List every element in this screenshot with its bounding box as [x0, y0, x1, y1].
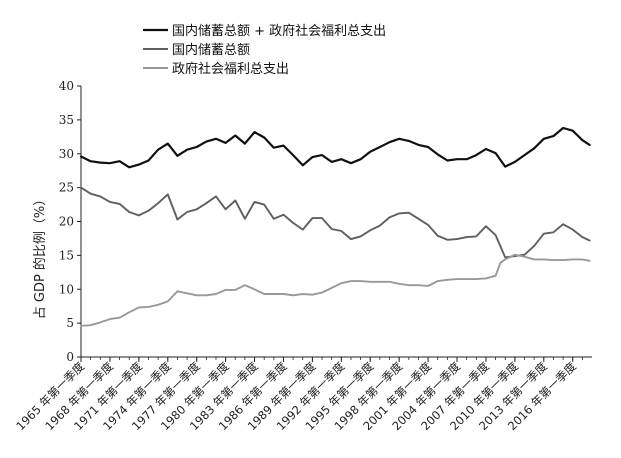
y-tick-label: 10: [59, 282, 74, 296]
y-tick-label: 25: [59, 181, 74, 195]
y-tick-label: 30: [59, 147, 74, 161]
y-tick-label: 40: [59, 79, 74, 93]
series-line-0: [79, 126, 591, 169]
legend-entry-series-1: 国内储蓄总额: [143, 42, 250, 58]
legend-label-series-1: 国内储蓄总额: [172, 42, 250, 58]
y-tick-label: 0: [66, 350, 74, 364]
y-tick-label: 15: [59, 248, 74, 262]
legend-label-series-0: 国内储蓄总额 + 政府社会福利总支出: [172, 23, 386, 39]
y-tick-label: 20: [59, 215, 74, 229]
y-tick-label: 5: [66, 316, 74, 330]
legend-entry-series-0: 国内储蓄总额 + 政府社会福利总支出: [143, 23, 386, 39]
series-layer: [79, 126, 591, 327]
y-tick-label: 35: [59, 113, 74, 127]
legend-label-series-2: 政府社会福利总支出: [172, 61, 289, 77]
series-line-2: [80, 253, 591, 327]
series-line-1: [80, 186, 591, 259]
y-axis-label: 占 GDP 的比例（%）: [32, 193, 48, 320]
legend: 国内储蓄总额 + 政府社会福利总支出 国内储蓄总额 政府社会福利总支出: [143, 23, 386, 77]
legend-entry-series-2: 政府社会福利总支出: [143, 61, 289, 77]
